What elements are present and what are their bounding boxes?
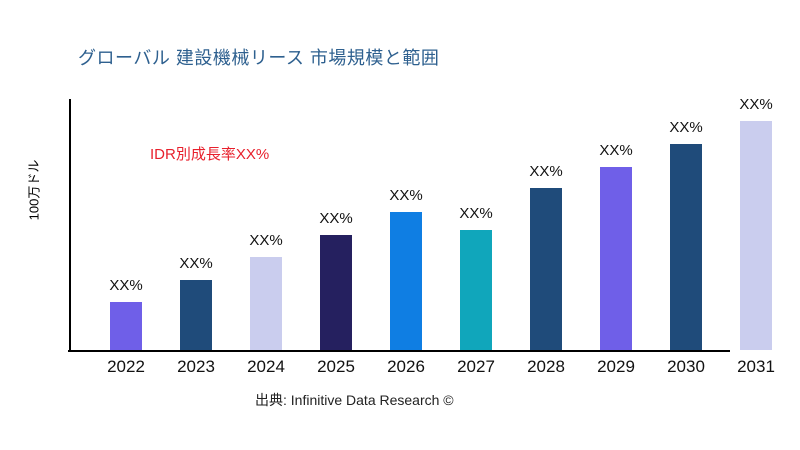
- x-tick-label-2023: 2023: [177, 357, 215, 376]
- bar-value-label-2027: XX%: [459, 205, 493, 222]
- bar-value-label-2030: XX%: [669, 119, 703, 136]
- bar-value-label-2031: XX%: [739, 96, 773, 113]
- x-axis-line: [68, 350, 730, 352]
- bar-2031: [740, 121, 772, 350]
- bar-value-label-2029: XX%: [599, 142, 633, 159]
- x-tick-label-2030: 2030: [667, 357, 705, 376]
- x-tick-label-2022: 2022: [107, 357, 145, 376]
- source-attribution: 出典: Infinitive Data Research ©: [255, 392, 454, 408]
- bar-2024: [250, 257, 282, 350]
- x-tick-label-2031: 2031: [737, 357, 775, 376]
- bar-2025: [320, 235, 352, 350]
- bar-value-label-2023: XX%: [179, 255, 213, 272]
- bar-2027: [460, 230, 492, 350]
- x-tick-label-2024: 2024: [247, 357, 285, 376]
- bar-value-label-2028: XX%: [529, 163, 563, 180]
- x-tick-label-2028: 2028: [527, 357, 565, 376]
- bar-2029: [600, 167, 632, 350]
- x-tick-label-2029: 2029: [597, 357, 635, 376]
- bar-2023: [180, 280, 212, 350]
- bar-2030: [670, 144, 702, 350]
- bar-value-label-2022: XX%: [109, 277, 143, 294]
- bar-2028: [530, 188, 562, 350]
- x-tick-label-2027: 2027: [457, 357, 495, 376]
- y-axis-line: [69, 99, 71, 352]
- y-axis-label: 100万ドル: [26, 159, 42, 221]
- bar-2022: [110, 302, 142, 350]
- bar-value-label-2026: XX%: [389, 187, 423, 204]
- chart-title: グローバル 建設機械リース 市場規模と範囲: [78, 48, 440, 68]
- x-tick-label-2026: 2026: [387, 357, 425, 376]
- x-tick-label-2025: 2025: [317, 357, 355, 376]
- growth-rate-annotation: IDR別成長率XX%: [150, 146, 270, 163]
- bar-value-label-2025: XX%: [319, 210, 353, 227]
- bar-value-label-2024: XX%: [249, 232, 283, 249]
- bar-2026: [390, 212, 422, 350]
